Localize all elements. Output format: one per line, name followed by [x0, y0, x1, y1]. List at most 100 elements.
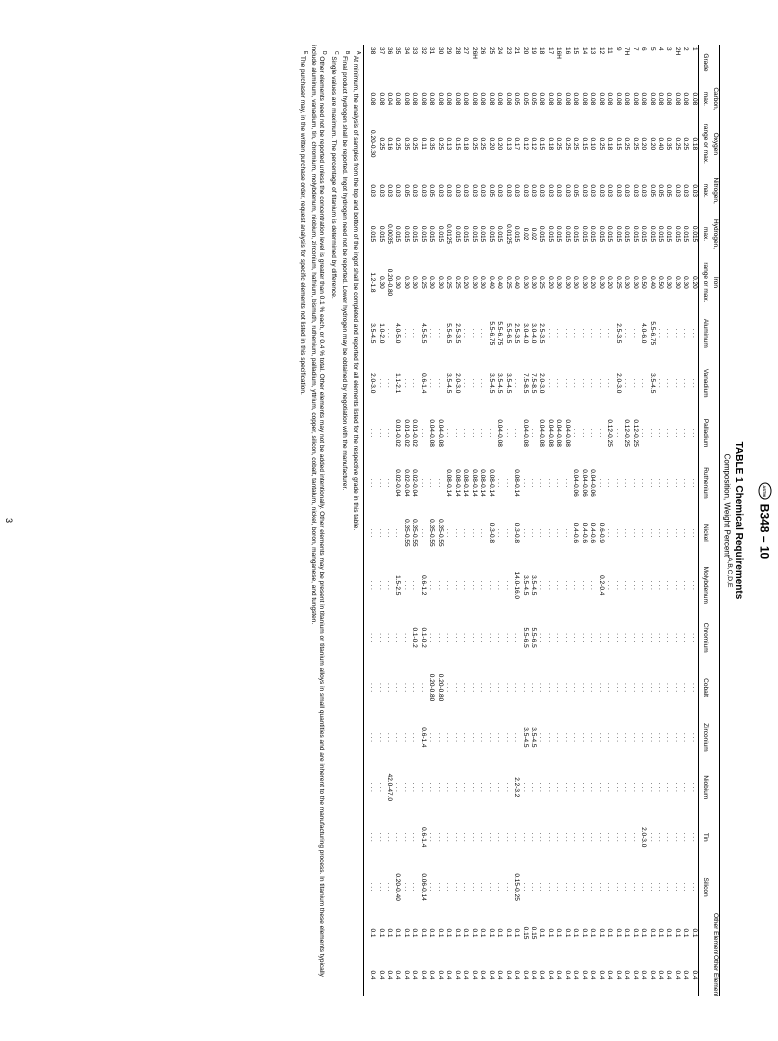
value-cell: . . . [681, 358, 689, 408]
value-cell: 0.1 [622, 912, 630, 954]
value-cell: 0.11 [419, 118, 427, 170]
value-cell: 0.08 [648, 80, 656, 118]
value-cell: 0.4 [368, 954, 376, 996]
value-cell: 0.04 [385, 80, 393, 118]
value-cell: 0.015 [487, 212, 495, 257]
value-cell: . . . [597, 663, 605, 713]
table-row: 280.080.150.030.0150.252.5-3.52.0-3.0. .… [453, 45, 461, 996]
value-cell: 0.06-0.14 [419, 862, 427, 912]
value-cell: . . . [529, 508, 537, 558]
value-cell: . . . [648, 508, 656, 558]
value-cell: . . . [377, 663, 385, 713]
page: ASTM B348 – 10 TABLE 1 Chemical Requirem… [0, 0, 778, 1041]
value-cell: . . . [470, 613, 478, 663]
value-cell: 0.08 [453, 80, 461, 118]
value-cell: . . . [478, 408, 486, 458]
value-cell: . . . [504, 613, 512, 663]
value-cell: . . . [436, 812, 444, 862]
grade-cell: 37 [377, 45, 385, 80]
value-cell: 0.20 [461, 257, 469, 309]
value-cell: 0.15-0.25 [512, 862, 520, 912]
value-cell: 0.015 [614, 212, 622, 257]
grade-cell: 20 [521, 45, 529, 80]
value-cell: . . . [419, 458, 427, 508]
value-cell: 0.015 [563, 212, 571, 257]
value-cell: . . . [461, 663, 469, 713]
value-cell: . . . [571, 762, 579, 812]
value-cell: . . . [453, 712, 461, 762]
value-cell: . . . [504, 558, 512, 613]
table-row: 240.080.200.030.0150.405.5-6.753.5-4.50.… [495, 45, 503, 996]
value-cell: . . . [478, 663, 486, 713]
value-cell: . . . [427, 358, 435, 408]
value-cell: . . . [394, 613, 402, 663]
value-cell: . . . [665, 613, 673, 663]
value-cell: . . . [622, 458, 630, 508]
value-cell: 14.0-16.0 [512, 558, 520, 613]
value-cell: . . . [690, 862, 699, 912]
value-cell: . . . [470, 358, 478, 408]
value-cell: . . . [631, 812, 639, 862]
value-cell: 0.08 [427, 80, 435, 118]
value-cell: . . . [656, 508, 664, 558]
value-cell: 0.25 [631, 118, 639, 170]
value-cell: 0.08 [681, 80, 689, 118]
value-cell: . . . [368, 558, 376, 613]
grade-cell: 12 [597, 45, 605, 80]
value-cell: 0.08-0.14 [512, 458, 520, 508]
value-cell: 4.0-6.0 [639, 308, 647, 358]
value-cell: . . . [436, 358, 444, 408]
value-cell: 0.1 [436, 912, 444, 954]
value-cell: 0.015 [478, 212, 486, 257]
value-cell: . . . [394, 812, 402, 862]
value-cell: . . . [605, 812, 613, 862]
value-cell: 0.4 [681, 954, 689, 996]
value-cell: 0.08-0.14 [478, 458, 486, 508]
value-cell: . . . [538, 712, 546, 762]
value-cell: . . . [478, 712, 486, 762]
value-cell: 0.6-1.2 [419, 558, 427, 613]
value-cell: . . . [690, 762, 699, 812]
value-cell: . . . [385, 613, 393, 663]
value-cell: . . . [673, 812, 681, 862]
grade-cell: 25 [487, 45, 495, 80]
value-cell: 3.5-4.5 [521, 712, 529, 762]
grade-cell: 18 [538, 45, 546, 80]
value-cell: . . . [427, 308, 435, 358]
value-cell: 1.1-2.1 [394, 358, 402, 408]
value-cell: . . . [436, 862, 444, 912]
value-cell: 0.35 [402, 118, 410, 170]
value-cell: . . . [368, 508, 376, 558]
value-cell: 0.01-0.02 [410, 408, 418, 458]
value-cell: . . . [410, 358, 418, 408]
col-header-bottom: Molybdenum [699, 558, 709, 613]
value-cell: . . . [665, 762, 673, 812]
value-cell: . . . [690, 458, 699, 508]
value-cell: . . . [470, 862, 478, 912]
value-cell: . . . [597, 862, 605, 912]
value-cell: 0.4 [554, 954, 562, 996]
page-number: 3 [4, 0, 14, 1041]
value-cell: . . . [487, 812, 495, 862]
value-cell: 0.4 [419, 954, 427, 996]
footnote: C Single values are maximum. The percent… [328, 45, 338, 996]
value-cell: 0.03 [639, 170, 647, 212]
value-cell: . . . [546, 358, 554, 408]
value-cell: . . . [495, 862, 503, 912]
value-cell: 0.015 [377, 212, 385, 257]
value-cell: 0.1 [605, 912, 613, 954]
value-cell: . . . [394, 712, 402, 762]
value-cell: . . . [402, 712, 410, 762]
value-cell: . . . [588, 812, 596, 862]
value-cell: 0.1 [546, 912, 554, 954]
value-cell: 0.50 [639, 257, 647, 309]
value-cell: 0.4 [614, 954, 622, 996]
value-cell: . . . [402, 358, 410, 408]
table-row: 330.080.250.030.0150.30. . .. . .0.01-0.… [410, 45, 418, 996]
value-cell: 3.5-4.5 [487, 358, 495, 408]
value-cell: 0.30 [571, 257, 579, 309]
value-cell: . . . [614, 508, 622, 558]
value-cell: 0.12-0.25 [622, 408, 630, 458]
value-cell: 0.4 [588, 954, 596, 996]
value-cell: . . . [461, 762, 469, 812]
